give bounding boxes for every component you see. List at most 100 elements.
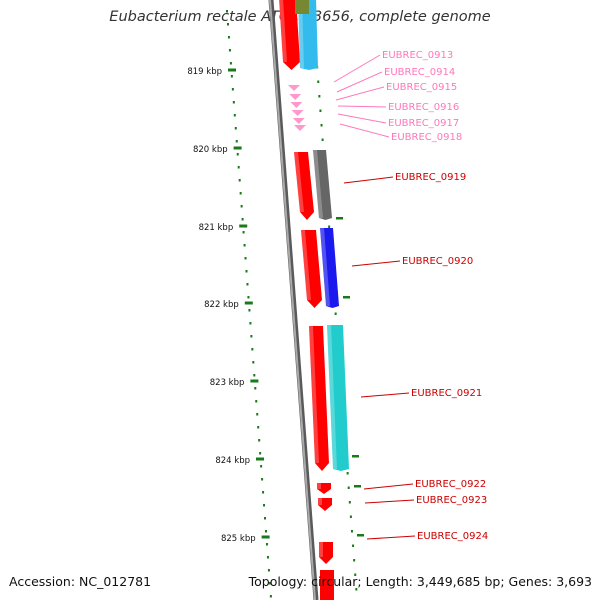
scale-dot — [318, 95, 321, 98]
scale-dot — [247, 296, 250, 299]
scale-dot — [253, 374, 256, 377]
scale-dash — [357, 534, 364, 537]
scale-dot — [264, 517, 267, 520]
scale-dot — [259, 452, 262, 455]
gene-labels: EUBREC_0913 EUBREC_0914 EUBREC_0915 EUBREC_… — [333, 50, 488, 542]
gene-arrow-0921-red-shade — [309, 326, 319, 463]
scale-dot — [321, 138, 324, 141]
gene-label-eubrec_0918: EUBREC_0918 — [391, 132, 462, 143]
scale-dot — [317, 80, 320, 83]
scale-dot — [243, 244, 246, 247]
gene-arrow-0921-teal — [327, 325, 349, 471]
kbp-label: 823 kbp — [210, 378, 245, 388]
scale-dot — [249, 322, 252, 325]
scale-dot — [226, 23, 229, 26]
scale-dot — [251, 348, 254, 351]
kbp-label: 824 kbp — [215, 456, 250, 466]
gene-arrow-0920-red — [301, 230, 322, 308]
scale-dot — [244, 257, 247, 260]
scale-dot — [248, 309, 251, 312]
gene-arrow-0923 — [318, 498, 332, 511]
topology-text: Topology: circular; Length: 3,449,685 bp… — [248, 574, 592, 589]
scale-dot — [348, 501, 351, 504]
kbp-label: 821 kbp — [199, 223, 234, 233]
gene-arrow-0921-teal-shade — [327, 325, 337, 469]
leader-line — [360, 392, 410, 398]
gene-arrow-0923-shade — [318, 498, 322, 505]
kbp-tick — [261, 535, 270, 539]
gene-arrow-pink — [290, 102, 303, 108]
gene-arrow-0920-blue-shade — [320, 228, 330, 306]
gene-arrow-pink — [291, 110, 304, 116]
gene-label-eubrec_0913: EUBREC_0913 — [382, 50, 453, 61]
kbp-label: 819 kbp — [187, 67, 222, 77]
kbp-tick — [244, 301, 253, 305]
leader-line — [339, 123, 390, 138]
scale-dot — [228, 49, 231, 52]
kbp-label: 822 kbp — [204, 300, 239, 310]
leader-line — [364, 499, 415, 504]
gene-arrow-0912-cyan — [298, 0, 318, 70]
scale-dot — [245, 270, 248, 273]
kbp-tick — [239, 224, 248, 228]
axis-highlight — [269, 0, 316, 600]
scale-dot — [353, 559, 356, 562]
gene-arrow-0919-red-shade — [294, 152, 304, 212]
scale-dot — [319, 109, 322, 112]
gene-arrow-0920-blue — [320, 228, 339, 308]
leader-line — [351, 260, 401, 267]
scale-dot — [232, 101, 235, 104]
gene-label-eubrec_0924: EUBREC_0924 — [417, 531, 488, 542]
gene-label-eubrec_0916: EUBREC_0916 — [388, 102, 459, 113]
scale-dot — [241, 218, 244, 221]
scale-dash — [352, 455, 359, 458]
scale-dot — [262, 491, 265, 494]
scale-dot — [267, 569, 270, 572]
kbp-tick — [256, 457, 265, 461]
scale-dot — [354, 573, 357, 576]
gene-label-eubrec_0922: EUBREC_0922 — [415, 479, 486, 490]
scale-dot — [235, 140, 238, 143]
gene-label-eubrec_0917: EUBREC_0917 — [388, 118, 459, 129]
gene-arrow-0920-red-shade — [301, 230, 311, 300]
gene-arrow-0912-cyan-shade — [298, 0, 304, 68]
gene-label-eubrec_0919: EUBREC_0919 — [395, 172, 466, 183]
gene-arrow-pink — [288, 85, 300, 91]
gene-arrow-pink — [289, 94, 302, 100]
gene-arrow-0919-gray — [313, 150, 332, 220]
gene-arrow-pink — [292, 118, 305, 124]
scale-dot — [334, 312, 337, 315]
scale-dot — [350, 530, 353, 533]
scale-dot — [242, 231, 245, 234]
gene-arrow-0919-red — [294, 152, 314, 220]
scale-dot — [236, 153, 239, 156]
gene-label-eubrec_0914: EUBREC_0914 — [384, 67, 455, 78]
scale-dot — [255, 400, 258, 403]
kbp-tick — [250, 379, 259, 383]
scale-dot — [230, 75, 233, 78]
gene-arrow-next — [320, 570, 334, 600]
gene-arrow-0924-shade — [319, 542, 323, 557]
leader-line — [366, 535, 416, 540]
scale-dot — [250, 335, 253, 338]
gene-label-eubrec_0920: EUBREC_0920 — [402, 256, 473, 267]
scale-dot — [257, 426, 260, 429]
scale-dot — [347, 486, 350, 489]
scale-dot — [252, 361, 255, 364]
gene-label-eubrec_0923: EUBREC_0923 — [416, 495, 487, 506]
scale-dot — [355, 588, 358, 591]
scale-dot — [263, 504, 266, 507]
scale-dot — [227, 36, 230, 39]
scale-dot — [233, 114, 236, 117]
kbp-label: 825 kbp — [221, 534, 256, 544]
scale-dash — [343, 296, 350, 299]
leader-line — [336, 71, 383, 93]
gene-olive-top — [295, 0, 309, 14]
gene-label-eubrec_0921: EUBREC_0921 — [411, 388, 482, 399]
scale-dot — [239, 192, 242, 195]
gene-arrow-0921-red — [309, 326, 329, 471]
scale-dot — [240, 205, 243, 208]
scale-dot — [234, 127, 237, 130]
leader-line — [335, 86, 385, 101]
gene-features — [279, 0, 349, 600]
